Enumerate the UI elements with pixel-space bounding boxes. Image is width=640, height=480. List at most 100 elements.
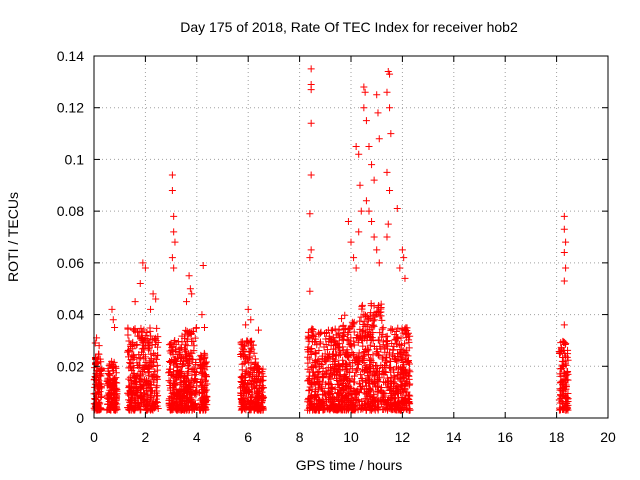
data-point xyxy=(400,387,408,395)
data-point xyxy=(140,355,148,363)
data-point xyxy=(342,372,350,380)
data-point xyxy=(343,346,351,354)
data-point xyxy=(245,339,253,347)
data-point xyxy=(131,398,139,406)
data-point xyxy=(126,359,134,367)
data-point xyxy=(153,324,161,332)
data-point xyxy=(94,381,102,389)
x-tick-label: 6 xyxy=(244,429,252,445)
data-point xyxy=(172,360,180,368)
y-tick-label: 0.1 xyxy=(65,151,85,167)
data-point xyxy=(254,404,262,412)
data-point xyxy=(366,368,374,376)
data-point xyxy=(556,349,564,357)
data-point xyxy=(106,405,114,413)
data-point xyxy=(174,363,182,371)
data-point xyxy=(374,303,382,311)
data-point xyxy=(136,280,144,288)
data-point xyxy=(189,355,197,363)
data-point xyxy=(563,398,571,406)
data-point xyxy=(562,352,570,360)
data-point xyxy=(91,406,99,414)
data-point xyxy=(323,346,331,354)
data-point xyxy=(391,335,399,343)
y-tick-label: 0.06 xyxy=(57,255,84,271)
x-tick-label: 14 xyxy=(446,429,462,445)
data-point xyxy=(373,348,381,356)
data-point xyxy=(399,351,407,359)
data-point xyxy=(139,368,147,376)
data-point xyxy=(307,397,315,405)
data-point xyxy=(179,392,187,400)
data-point xyxy=(167,405,175,413)
data-point xyxy=(338,315,346,323)
y-tick-label: 0.14 xyxy=(57,48,84,64)
data-point xyxy=(336,367,344,375)
data-point xyxy=(401,386,409,394)
data-point xyxy=(250,349,258,357)
data-point xyxy=(394,389,402,397)
data-point xyxy=(389,346,397,354)
data-point xyxy=(311,372,319,380)
data-point xyxy=(111,324,119,331)
data-point xyxy=(373,404,381,412)
data-point xyxy=(559,354,567,362)
data-point xyxy=(361,88,369,96)
data-point xyxy=(124,331,132,339)
data-point xyxy=(319,374,327,382)
data-point xyxy=(350,378,358,386)
data-point xyxy=(134,328,142,336)
data-point xyxy=(141,390,149,398)
data-point xyxy=(344,217,352,225)
data-point xyxy=(562,238,570,246)
data-point xyxy=(404,392,412,400)
data-point xyxy=(383,88,391,96)
data-point xyxy=(178,363,186,371)
data-point xyxy=(366,332,374,340)
data-point xyxy=(306,210,314,218)
data-point xyxy=(237,373,245,381)
data-point xyxy=(96,405,104,413)
data-point xyxy=(313,341,321,349)
data-point xyxy=(396,264,404,272)
data-point xyxy=(319,364,327,372)
data-point xyxy=(376,329,384,337)
axis-ticks: 0 2 4 6 8 10 12 14 16 18 20 0 0.02 0.04 0.06 0.08 0.1 0.1… xyxy=(57,48,616,445)
data-point xyxy=(401,348,409,356)
data-point xyxy=(382,401,390,409)
data-point xyxy=(342,360,350,368)
data-point xyxy=(321,358,329,366)
data-point xyxy=(330,364,338,372)
data-point xyxy=(199,261,207,269)
data-point xyxy=(310,406,318,414)
data-point xyxy=(237,340,245,348)
data-point xyxy=(166,381,174,389)
data-point xyxy=(564,376,572,384)
data-point xyxy=(153,402,161,410)
data-point xyxy=(188,337,196,345)
data-point xyxy=(178,338,186,346)
data-point xyxy=(371,369,379,377)
data-point xyxy=(139,259,147,267)
data-point xyxy=(106,392,114,400)
data-point xyxy=(359,342,367,350)
data-point xyxy=(378,325,386,333)
data-point xyxy=(349,397,357,405)
data-point xyxy=(130,326,138,334)
data-point xyxy=(309,326,317,334)
data-point xyxy=(564,404,572,412)
data-point xyxy=(170,264,178,272)
data-point xyxy=(383,168,391,176)
data-point xyxy=(180,406,188,414)
data-point xyxy=(197,378,205,386)
data-point xyxy=(148,387,156,395)
data-point xyxy=(170,228,178,236)
data-point xyxy=(355,150,363,158)
data-point xyxy=(172,347,180,355)
data-point xyxy=(166,378,174,386)
data-point xyxy=(247,359,255,367)
data-point xyxy=(332,351,340,359)
data-point xyxy=(307,65,315,73)
data-point xyxy=(562,383,570,391)
data-point xyxy=(355,228,363,236)
